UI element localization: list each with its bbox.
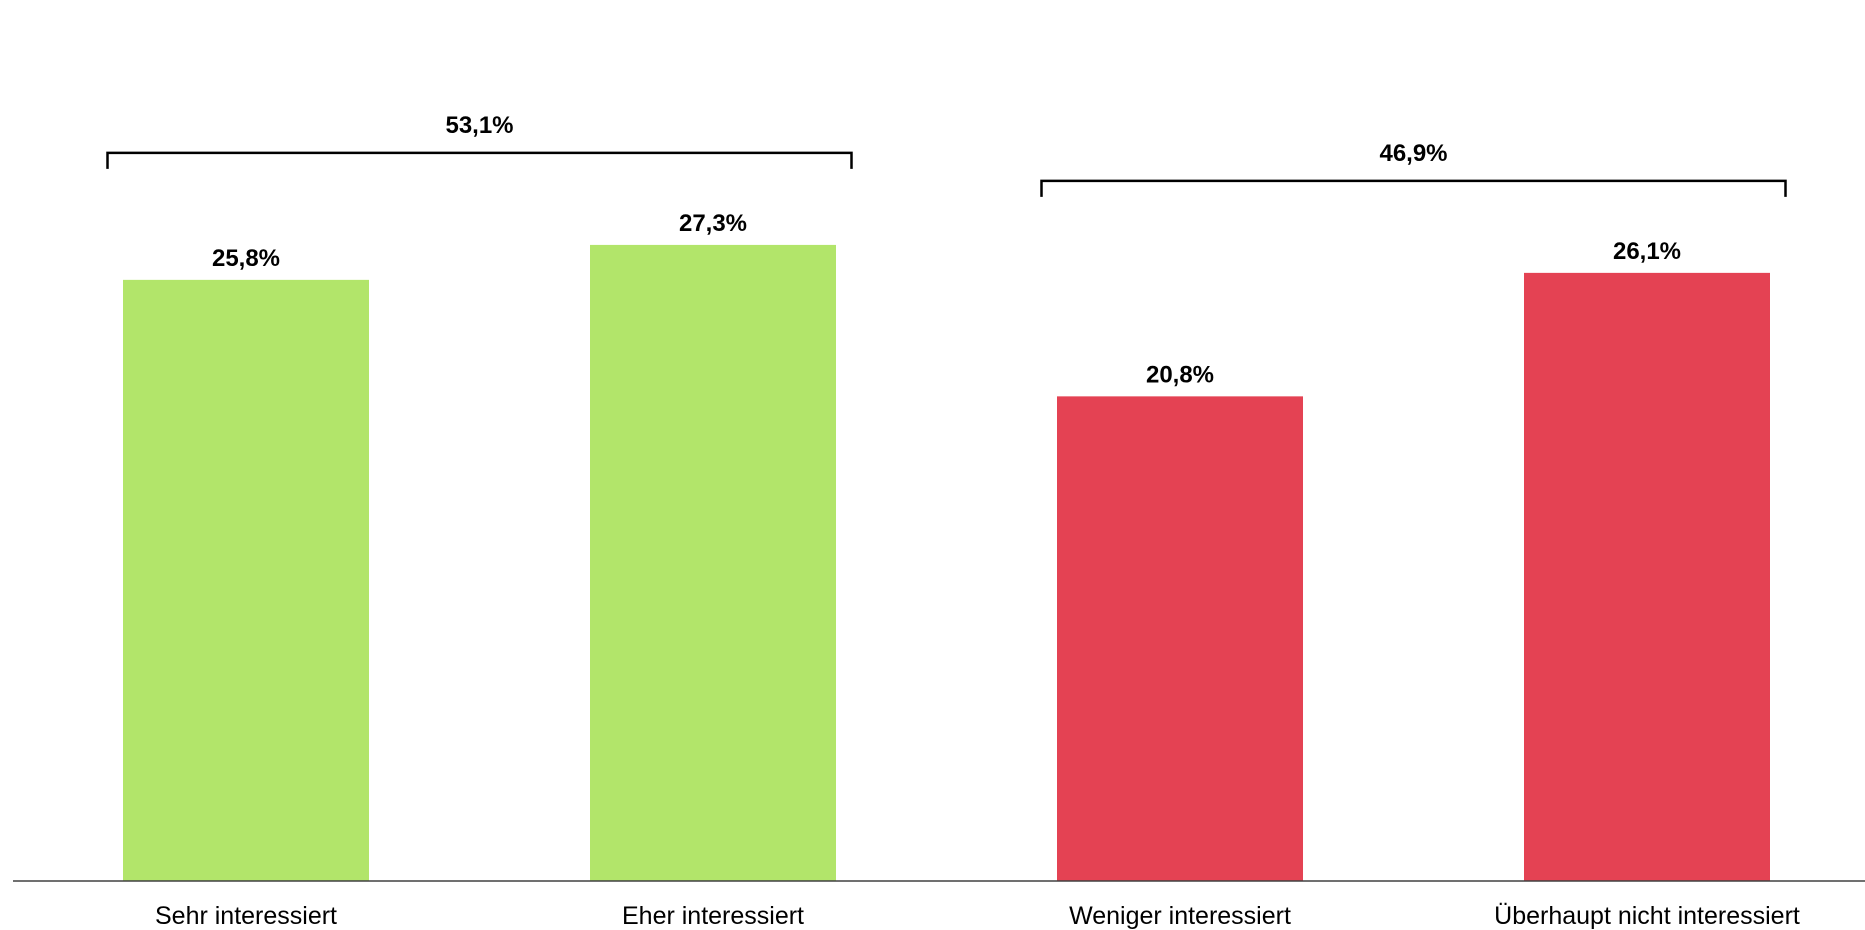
group-total-label-2: 46,9% (1379, 140, 1447, 167)
data-label-sehr-interessiert: 25,8% (212, 245, 280, 272)
x-tick-label-weniger-interessiert: Weniger interessiert (1069, 902, 1291, 930)
brackets-layer (106, 151, 1787, 197)
group-total-label-1: 53,1% (445, 112, 513, 139)
x-tick-label-ueberhaupt-nicht-interessiert: Überhaupt nicht interessiert (1494, 902, 1800, 930)
bar-weniger-interessiert (1057, 396, 1303, 881)
labels-layer: 25,8% Sehr interessiert 27,3% Eher interess… (155, 112, 1800, 930)
bar-sehr-interessiert (123, 279, 369, 881)
group-bracket-2 (1040, 179, 1787, 197)
data-label-ueberhaupt-nicht-interessiert: 26,1% (1613, 238, 1681, 265)
bar-eher-interessiert (590, 244, 836, 881)
bars-layer (123, 244, 1770, 881)
data-label-weniger-interessiert: 20,8% (1146, 361, 1214, 388)
x-tick-label-eher-interessiert: Eher interessiert (622, 902, 804, 930)
group-bracket-1 (106, 151, 853, 169)
bar-ueberhaupt-nicht-interessiert (1524, 272, 1770, 881)
x-tick-label-sehr-interessiert: Sehr interessiert (155, 902, 337, 930)
data-label-eher-interessiert: 27,3% (679, 210, 747, 237)
